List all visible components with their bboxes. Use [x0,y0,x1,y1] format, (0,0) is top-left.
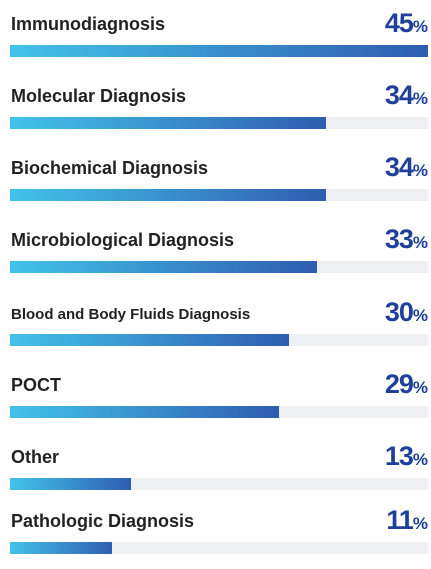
row: Molecular Diagnosis 34% [0,72,431,144]
category-label: Pathologic Diagnosis [11,511,195,531]
value-label: 30 [384,297,414,327]
value-label: 45 [384,8,414,38]
value-label-group: 33% [385,224,428,255]
category-label: Blood and Body Fluids Diagnosis [11,306,251,323]
value-label: 13 [384,441,414,471]
unit-label: % [412,89,428,108]
row: Biochemical Diagnosis 34% [0,144,431,216]
row: Pathologic Diagnosis 11% [0,497,431,569]
bar [10,117,326,129]
value-label-group: 34% [385,80,428,111]
category-label: POCT [11,375,62,395]
bar-track [10,117,428,129]
row: Immunodiagnosis 45% [0,0,431,72]
value-label-group: 34% [385,152,428,183]
unit-label: % [412,514,428,533]
bar-track [10,45,428,57]
value-label: 34 [384,80,414,110]
unit-label: % [412,378,428,397]
row: POCT 29% [0,361,431,433]
bar-track [10,189,428,201]
page: {"chart_data": {"type": "bar", "orientat… [0,0,431,554]
bar-track [10,334,428,346]
value-label: 34 [384,152,414,182]
category-label: Microbiological Diagnosis [11,230,235,250]
category-label: Molecular Diagnosis [11,86,187,106]
bar [10,261,317,273]
bar [10,542,113,554]
unit-label: % [412,233,428,252]
bar [10,478,131,490]
category-label: Biochemical Diagnosis [11,158,209,178]
unit-label: % [412,450,428,469]
bar [10,406,280,418]
unit-label: % [412,306,428,325]
bar-track [10,478,428,490]
value-label: 11 [386,505,414,535]
value-label-group: 11% [386,505,428,536]
bar-track [10,261,428,273]
value-label-group: 45% [385,8,428,39]
value-label-group: 30% [385,297,428,328]
row: Other 13% [0,433,431,505]
row: Microbiological Diagnosis 33% [0,216,431,288]
unit-label: % [412,161,428,180]
bar [10,189,326,201]
bar-track [10,542,428,554]
category-label: Immunodiagnosis [11,14,166,34]
category-label: Other [11,447,60,467]
bar-track [10,406,428,418]
bar [10,45,428,57]
bar [10,334,289,346]
unit-label: % [412,17,428,36]
value-label-group: 13% [385,441,428,472]
value-label: 33 [384,224,414,254]
value-label-group: 29% [385,369,428,400]
row: Blood and Body Fluids Diagnosis 30% [0,289,431,361]
value-label: 29 [384,369,414,399]
